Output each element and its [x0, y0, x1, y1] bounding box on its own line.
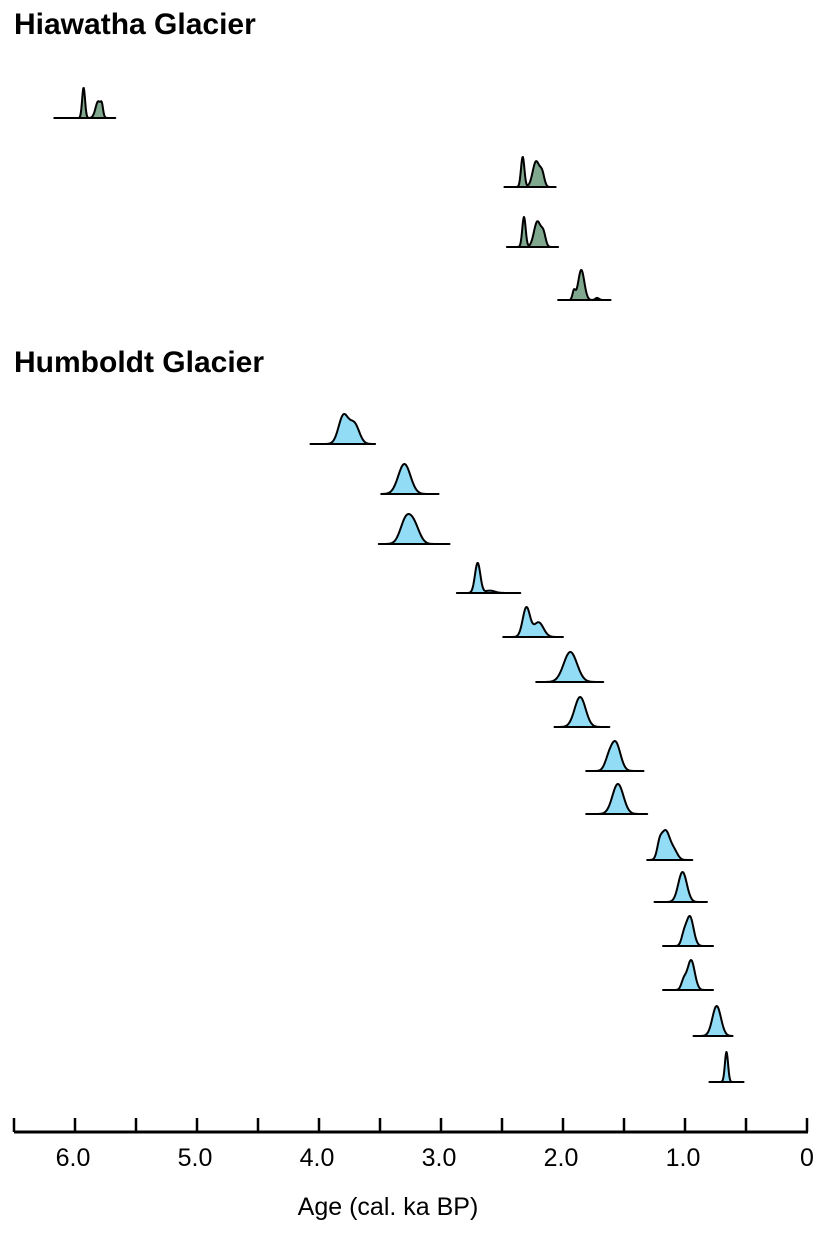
x-tick-label: 5.0	[178, 1144, 213, 1172]
sample-distribution	[53, 87, 117, 119]
probability-curve	[646, 829, 694, 861]
sample-distribution	[646, 829, 694, 861]
probability-curve	[377, 513, 451, 545]
sample-distribution	[557, 269, 612, 301]
probability-curve	[585, 783, 649, 815]
sample-distribution	[503, 156, 557, 188]
x-tick-label: 2.0	[544, 1144, 579, 1172]
sample-distribution	[553, 696, 611, 728]
probability-curve	[502, 606, 564, 638]
sample-distribution	[708, 1051, 745, 1083]
sample-distribution	[455, 562, 522, 594]
probability-curve	[662, 959, 715, 991]
sample-distribution	[662, 915, 715, 947]
group-title-humboldt: Humboldt Glacier	[14, 346, 265, 379]
sample-distribution	[377, 513, 451, 545]
sample-distribution	[662, 959, 715, 991]
distributions	[53, 87, 745, 1083]
probability-curve	[653, 871, 708, 903]
sample-distribution	[505, 216, 560, 248]
x-tick-label: 1.0	[666, 1144, 701, 1172]
sample-distribution	[380, 463, 440, 495]
probability-curve	[692, 1005, 734, 1037]
probability-curve	[708, 1051, 745, 1083]
probability-curve	[535, 651, 605, 683]
x-tick-label: 6.0	[56, 1144, 91, 1172]
probability-curve	[380, 463, 440, 495]
sample-distribution	[692, 1005, 734, 1037]
sample-distribution	[653, 871, 708, 903]
x-tick-label: 3.0	[422, 1144, 457, 1172]
probability-curve	[455, 562, 522, 594]
sample-distribution	[585, 740, 645, 772]
x-axis-title: Age (cal. ka BP)	[298, 1193, 479, 1221]
probability-curve	[505, 216, 560, 248]
x-tick-label: 0	[800, 1144, 814, 1172]
probability-curve	[585, 740, 645, 772]
probability-curve	[662, 915, 715, 947]
x-axis: 6.0 5.0 4.0 3.0 2.0 1.0 0	[12, 1118, 814, 1172]
sample-distribution	[502, 606, 564, 638]
sample-distribution	[535, 651, 605, 683]
sample-distribution	[585, 783, 649, 815]
probability-curve	[309, 413, 377, 445]
sample-distribution	[309, 413, 377, 445]
probability-curve	[553, 696, 611, 728]
probability-curve	[503, 156, 557, 188]
probability-curve	[557, 269, 612, 301]
probability-curve	[53, 87, 117, 119]
x-tick-label: 4.0	[300, 1144, 335, 1172]
group-title-hiawatha: Hiawatha Glacier	[14, 8, 256, 41]
